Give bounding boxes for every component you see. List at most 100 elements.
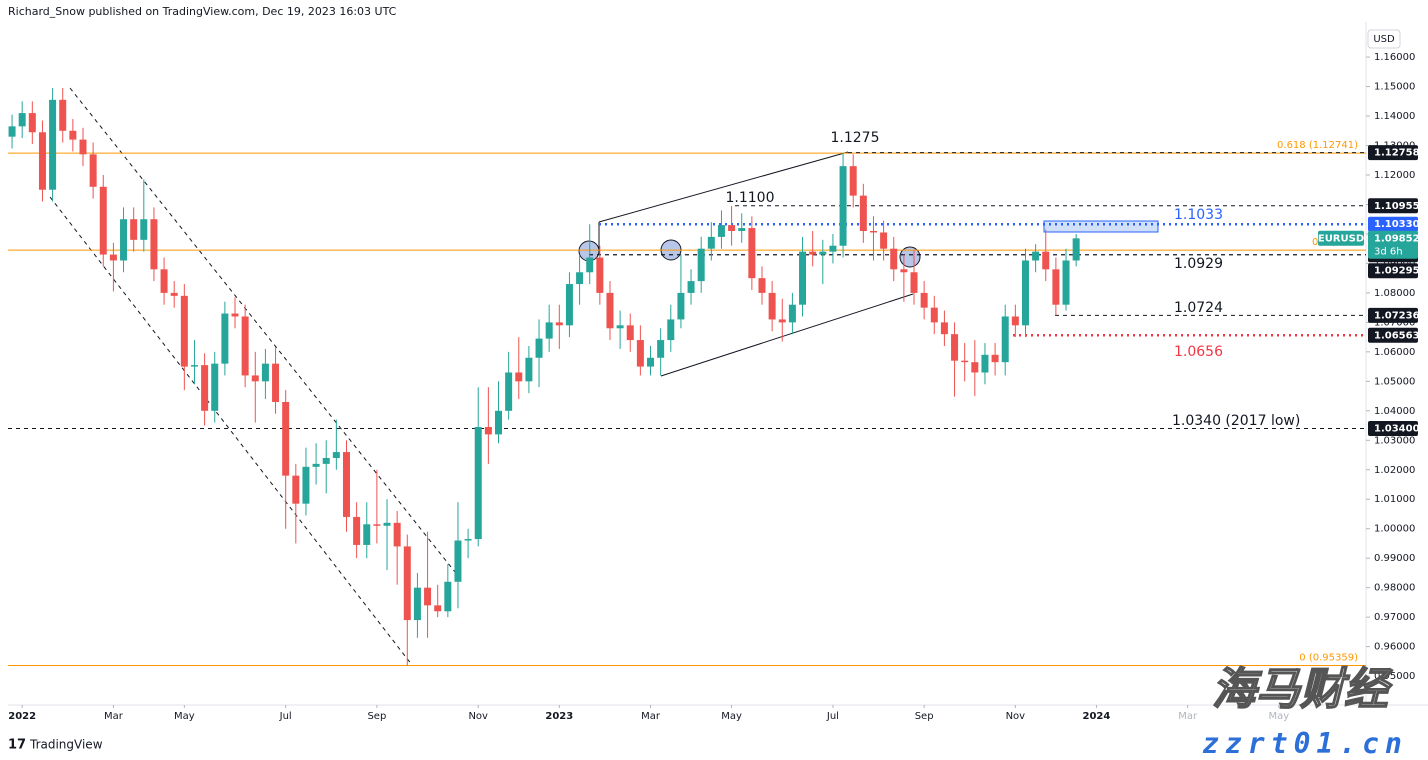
candle-body <box>515 372 523 382</box>
level-note: 1.1275 <box>831 130 880 146</box>
candle-body <box>282 401 290 476</box>
y-tick-label: 1.12000 <box>1374 170 1415 181</box>
price-badge: 1.10330 <box>1368 216 1420 232</box>
candle-body <box>677 292 685 320</box>
x-tick-label: 2022 <box>8 711 36 722</box>
candle-body <box>657 340 665 358</box>
candle-body <box>332 452 340 458</box>
y-tick-label: 0.97000 <box>1374 612 1415 623</box>
candle-body <box>717 225 725 237</box>
header: Richard_Snow published on TradingView.co… <box>8 5 397 18</box>
candle-body <box>1001 316 1009 363</box>
y-tick-label: 1.02000 <box>1374 465 1415 476</box>
candle-body <box>880 232 888 249</box>
candle-body <box>839 166 847 246</box>
trend-line <box>660 293 914 377</box>
candle-body <box>869 230 877 233</box>
candle-body <box>1072 238 1080 261</box>
currency-box[interactable] <box>1367 29 1401 49</box>
y-tick-label: 1.14000 <box>1374 111 1415 122</box>
candle-body <box>120 219 128 261</box>
x-tick-label: Sep <box>915 711 934 722</box>
candle-body <box>109 254 117 261</box>
price-badge-bg <box>1368 216 1418 232</box>
last-price: EURUSD 1.09852 3d 6h <box>1318 230 1420 259</box>
price-badge-bg <box>1368 420 1418 436</box>
candle-body <box>454 540 462 582</box>
price-badge-text: 1.06563 <box>1374 330 1420 341</box>
level-note: 1.0929 <box>1174 256 1223 272</box>
candle-body <box>322 457 330 464</box>
y-tick-label: 0.99000 <box>1374 553 1415 564</box>
candle-body <box>596 257 604 293</box>
candle-body <box>302 466 310 504</box>
candle-body <box>1021 260 1029 326</box>
candle-body <box>241 316 249 376</box>
candle-body <box>474 427 482 540</box>
candle-body <box>535 338 543 358</box>
candle-body <box>342 452 350 517</box>
candle-body <box>606 292 614 329</box>
candle-body <box>728 225 736 231</box>
candle-body <box>1062 260 1070 305</box>
candle-body <box>180 295 188 367</box>
candle-body <box>738 228 746 231</box>
level-note: 1.1100 <box>726 190 775 206</box>
candle-body <box>971 362 979 373</box>
candle-body <box>647 357 655 367</box>
x-tick-label: May <box>1269 711 1290 722</box>
marker-circle <box>899 246 921 268</box>
candle-body <box>667 319 675 341</box>
trend-line <box>598 151 849 223</box>
zone <box>1043 220 1159 233</box>
price-badge: 1.03400 <box>1368 420 1420 436</box>
price-badge-bg <box>1368 327 1418 343</box>
currency: USD <box>1373 34 1395 45</box>
candle-body <box>464 539 472 541</box>
candle-body <box>28 113 36 133</box>
x-tick-label: May <box>174 711 195 722</box>
candle-body <box>363 524 371 545</box>
candle-body <box>940 322 948 335</box>
candle-body <box>424 587 432 606</box>
price-badge-text: 1.12758 <box>1374 148 1420 159</box>
candle-body <box>99 186 107 255</box>
price-badge-bg <box>1368 307 1418 323</box>
candle-body <box>626 325 634 341</box>
candle-body <box>910 272 918 293</box>
candle-body <box>190 365 198 367</box>
candle-body <box>819 251 827 255</box>
candle-body <box>586 257 594 273</box>
fib-label: 0 (0.95359) <box>1299 653 1358 664</box>
channel-line <box>69 87 456 573</box>
candle-body <box>687 281 695 293</box>
candle-body <box>555 322 563 326</box>
candle-body <box>292 475 300 504</box>
price-badge-text: 1.03400 <box>1374 423 1420 434</box>
x-tick-label: 2023 <box>545 711 573 722</box>
candle-body <box>413 587 421 621</box>
candle-body <box>788 304 796 323</box>
y-tick-label: 0.95000 <box>1374 671 1415 682</box>
candle-body <box>8 126 16 137</box>
candle-body <box>890 248 898 270</box>
candle-body <box>758 278 766 293</box>
candle-body <box>900 269 908 273</box>
price-badge: 1.12758 <box>1368 145 1420 161</box>
x-tick-label: Nov <box>468 711 488 722</box>
candle-body <box>981 354 989 373</box>
candle-body <box>495 410 503 435</box>
x-tick-label: Mar <box>1178 711 1198 722</box>
candle-body <box>525 357 533 382</box>
candle-body <box>231 313 239 317</box>
candle-body <box>444 581 452 612</box>
candle-body <box>18 113 26 127</box>
candle-body <box>211 363 219 411</box>
price-badge-text: 1.07236 <box>1374 310 1420 321</box>
candle-body <box>484 427 492 435</box>
symbol: EURUSD <box>1318 233 1364 244</box>
candle-body <box>150 219 158 270</box>
candle-body <box>1032 251 1040 261</box>
candle-body <box>616 325 624 329</box>
watermark: 海马财经 <box>1212 664 1393 715</box>
